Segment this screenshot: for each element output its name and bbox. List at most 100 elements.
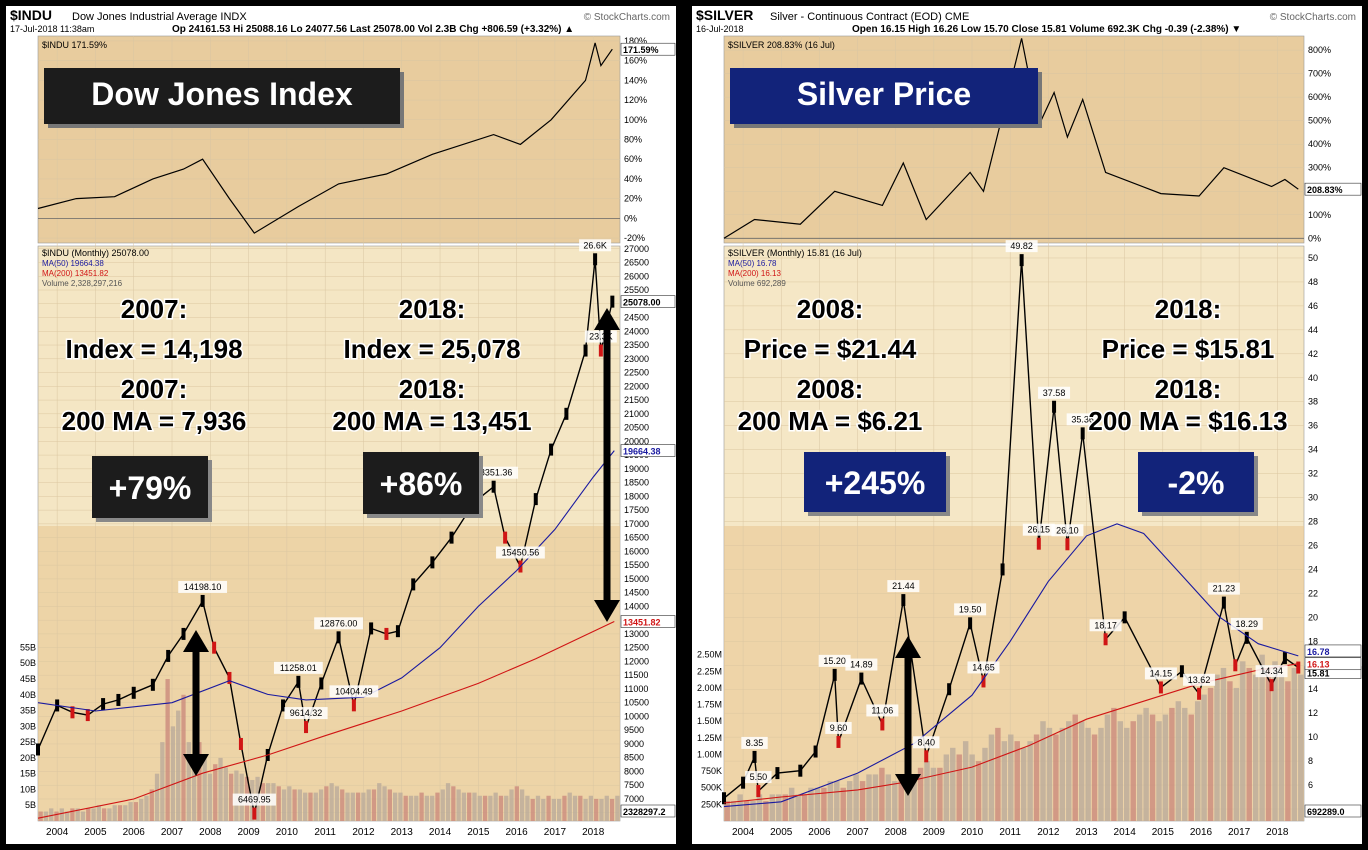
volume-bar <box>139 798 144 821</box>
price-tick-label: 18000 <box>624 491 649 501</box>
peak-label-box <box>579 239 612 252</box>
series-line-ma50 <box>37 450 615 712</box>
volume-bar <box>1066 721 1072 821</box>
price-candle <box>593 253 598 266</box>
series-line-pct <box>37 42 613 234</box>
price-candle <box>101 698 106 711</box>
volume-bar <box>488 795 493 821</box>
ma50-legend: MA(50) 19664.38 <box>42 259 104 268</box>
volume-bar <box>1240 661 1246 821</box>
volume-bar <box>615 795 620 821</box>
volume-tick-label: 5B <box>25 800 36 810</box>
percent-legend: $INDU 171.59% <box>42 40 107 50</box>
peak-label-box <box>1022 523 1055 536</box>
volume-bar <box>456 789 461 821</box>
volume-bar <box>350 792 355 821</box>
price-candle <box>981 675 986 688</box>
volume-bar <box>969 754 975 821</box>
volume-bar <box>509 789 514 821</box>
price-tick-label: 10500 <box>624 698 649 708</box>
price-tick-label: 26000 <box>624 271 649 281</box>
volume-bar <box>318 789 324 821</box>
x-tick-label: 2012 <box>1037 827 1060 838</box>
volume-bar <box>879 767 885 821</box>
peak-label-box <box>1038 386 1071 399</box>
price-candle <box>1065 538 1070 551</box>
volume-bar <box>334 786 340 821</box>
price-tick-label: 32 <box>1308 469 1318 479</box>
arrow-left-head-down <box>895 774 921 796</box>
volume-bar <box>345 792 350 821</box>
price-candle <box>131 686 136 699</box>
volume-bar <box>756 794 763 821</box>
volume-legend: Volume 692,289 <box>728 279 786 288</box>
annotation-right-line: 2018: <box>1155 294 1222 324</box>
ma200-tag-box <box>620 615 676 628</box>
chart-date: 16-Jul-2018 <box>696 24 744 34</box>
x-tick-label: 2009 <box>923 827 946 838</box>
volume-bar <box>1040 721 1046 821</box>
arrow-left-head-up <box>183 630 209 652</box>
volume-bar <box>176 710 181 821</box>
price-candle <box>798 764 803 777</box>
x-tick-label: 2005 <box>84 827 107 838</box>
volume-bar <box>519 789 525 821</box>
peak-label: 18351.36 <box>475 468 513 478</box>
arrow-right-head-up <box>594 308 620 330</box>
peak-label-box <box>745 771 772 784</box>
volume-legend: Volume 2,328,297,216 <box>42 279 123 288</box>
annotation-left-line: 200 MA = $6.21 <box>738 406 923 436</box>
volume-bar <box>498 795 504 821</box>
series-line-ma200 <box>37 621 615 819</box>
x-tick-label: 2012 <box>352 827 375 838</box>
price-tick-label: 12500 <box>624 643 649 653</box>
price-candle <box>1158 681 1163 694</box>
volume-bar <box>59 808 64 821</box>
annotation-right-line: Price = $15.81 <box>1102 334 1275 364</box>
peak-label: 37.58 <box>1043 388 1066 398</box>
volume-bar <box>917 767 924 821</box>
price-candle <box>503 531 508 544</box>
volume-bar <box>223 767 228 821</box>
annotation-right-line: 2018: <box>399 294 466 324</box>
volume-bar <box>1111 707 1117 821</box>
volume-bar <box>493 792 498 821</box>
price-tick-label: 11000 <box>624 684 648 694</box>
price-legend: $INDU (Monthly) 25078.00 <box>42 248 149 258</box>
price-tick-label: 26 <box>1308 540 1318 550</box>
price-candle <box>924 750 929 763</box>
volume-bar <box>38 811 43 821</box>
volume-bar <box>472 792 477 821</box>
change-right-box <box>363 452 479 514</box>
volume-tick-label: 1.00M <box>697 749 722 759</box>
price-candle <box>1052 400 1057 413</box>
x-tick-label: 2008 <box>199 827 222 838</box>
volume-bar <box>276 786 281 821</box>
volume-bar <box>1033 734 1040 821</box>
volume-bar <box>154 773 160 821</box>
peak-label: 49.82 <box>1010 241 1033 251</box>
price-tick-label: 24 <box>1308 564 1318 574</box>
percent-tick-label: 0% <box>624 213 637 223</box>
peak-label-box <box>329 685 379 698</box>
price-candle <box>1179 665 1184 678</box>
volume-bar <box>950 747 956 821</box>
percent-last-tag: 208.83% <box>1307 185 1343 195</box>
peak-label-box <box>178 580 228 593</box>
volume-bar <box>572 795 578 821</box>
annotation-left-line: 2007: <box>121 294 188 324</box>
price-tick-label: 16000 <box>624 546 649 556</box>
annotation-right-line: 200 MA = $16.13 <box>1088 406 1287 436</box>
volume-bar <box>160 742 165 821</box>
chart-instrument-name: Silver - Continuous Contract (EOD) CME <box>770 11 969 23</box>
price-candle <box>491 480 496 493</box>
volume-bar <box>814 787 821 821</box>
volume-bar <box>1201 694 1207 821</box>
silver-chart: $SILVER Silver - Continuous Contract (EOD… <box>696 7 1362 838</box>
volume-bar <box>123 805 128 821</box>
peak-label-box <box>818 654 851 667</box>
price-tick-label: 16500 <box>624 533 649 543</box>
volume-tick-label: 2.00M <box>697 683 722 693</box>
volume-bar <box>1207 687 1214 821</box>
volume-bar <box>445 783 451 821</box>
